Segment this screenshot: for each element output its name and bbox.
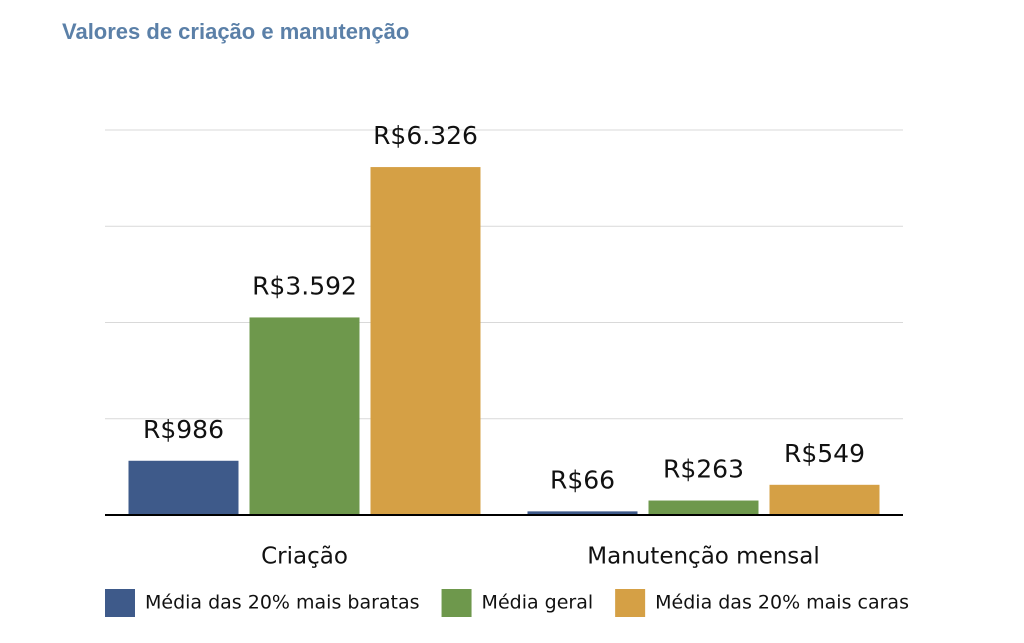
bar	[527, 511, 638, 515]
value-label: R$263	[663, 455, 744, 484]
bar	[370, 167, 481, 515]
chart-title: Valores de criação e manutenção	[62, 19, 409, 44]
legend-label: Média das 20% mais caras	[655, 592, 909, 614]
bar	[128, 460, 239, 515]
legend-swatch	[615, 589, 646, 617]
value-label: R$6.326	[373, 121, 478, 150]
legend-swatch	[105, 589, 135, 617]
value-label: R$66	[550, 465, 615, 494]
value-label: R$986	[143, 415, 224, 444]
x-tick-label: Criação	[261, 544, 348, 570]
value-label: R$549	[784, 439, 865, 468]
bar	[249, 317, 360, 515]
legend-swatch	[441, 589, 472, 617]
bar	[769, 484, 880, 515]
value-label: R$3.592	[252, 271, 357, 300]
bar	[648, 500, 759, 515]
legend-label: Média das 20% mais baratas	[145, 592, 420, 614]
x-tick-label: Manutenção mensal	[587, 544, 820, 570]
legend-label: Média geral	[482, 592, 594, 614]
